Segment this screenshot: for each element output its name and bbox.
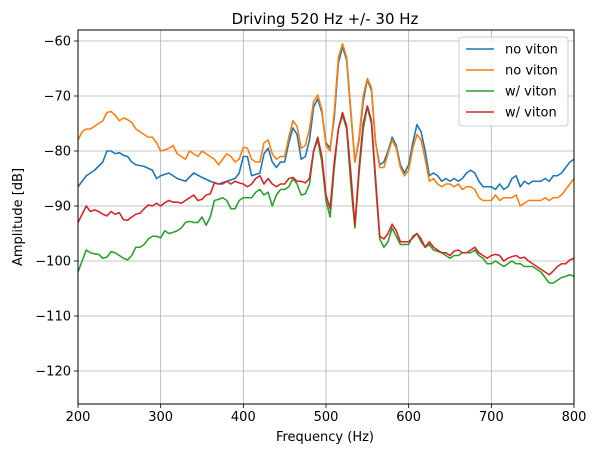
y-axis-label: Amplitude [dB] — [11, 168, 26, 266]
y-tick-label: −120 — [35, 365, 71, 380]
grid — [77, 30, 575, 404]
x-axis-label: Frequency (Hz) — [276, 430, 374, 445]
series-layer — [78, 42, 574, 284]
x-tick-label: 500 — [314, 410, 339, 425]
y-tick-label: −100 — [35, 255, 71, 270]
x-tick-label: 700 — [479, 410, 504, 425]
legend-label: w/ viton — [505, 85, 557, 100]
y-tick-label: −60 — [44, 35, 71, 50]
x-axis: 200 300 400 500 600 700 800 — [66, 404, 587, 425]
y-axis: −120 −110 −100 −90 −80 −70 −60 — [35, 35, 78, 380]
y-tick-label: −70 — [44, 90, 71, 105]
x-tick-label: 200 — [66, 410, 91, 425]
x-tick-label: 800 — [562, 410, 587, 425]
legend: no viton no viton w/ viton w/ viton — [458, 36, 569, 127]
y-tick-label: −80 — [44, 145, 71, 160]
series-line-4 — [78, 105, 574, 276]
legend-box — [458, 36, 569, 127]
x-tick-label: 600 — [396, 410, 421, 425]
x-tick-label: 300 — [148, 410, 173, 425]
legend-label: w/ viton — [505, 106, 557, 121]
y-tick-label: −110 — [35, 310, 71, 325]
series-line-2 — [78, 42, 574, 207]
legend-label: no viton — [505, 43, 558, 58]
legend-label: no viton — [505, 64, 558, 79]
y-tick-label: −90 — [44, 200, 71, 215]
chart-title: Driving 520 Hz +/- 30 Hz — [232, 10, 419, 28]
x-tick-label: 400 — [231, 410, 256, 425]
